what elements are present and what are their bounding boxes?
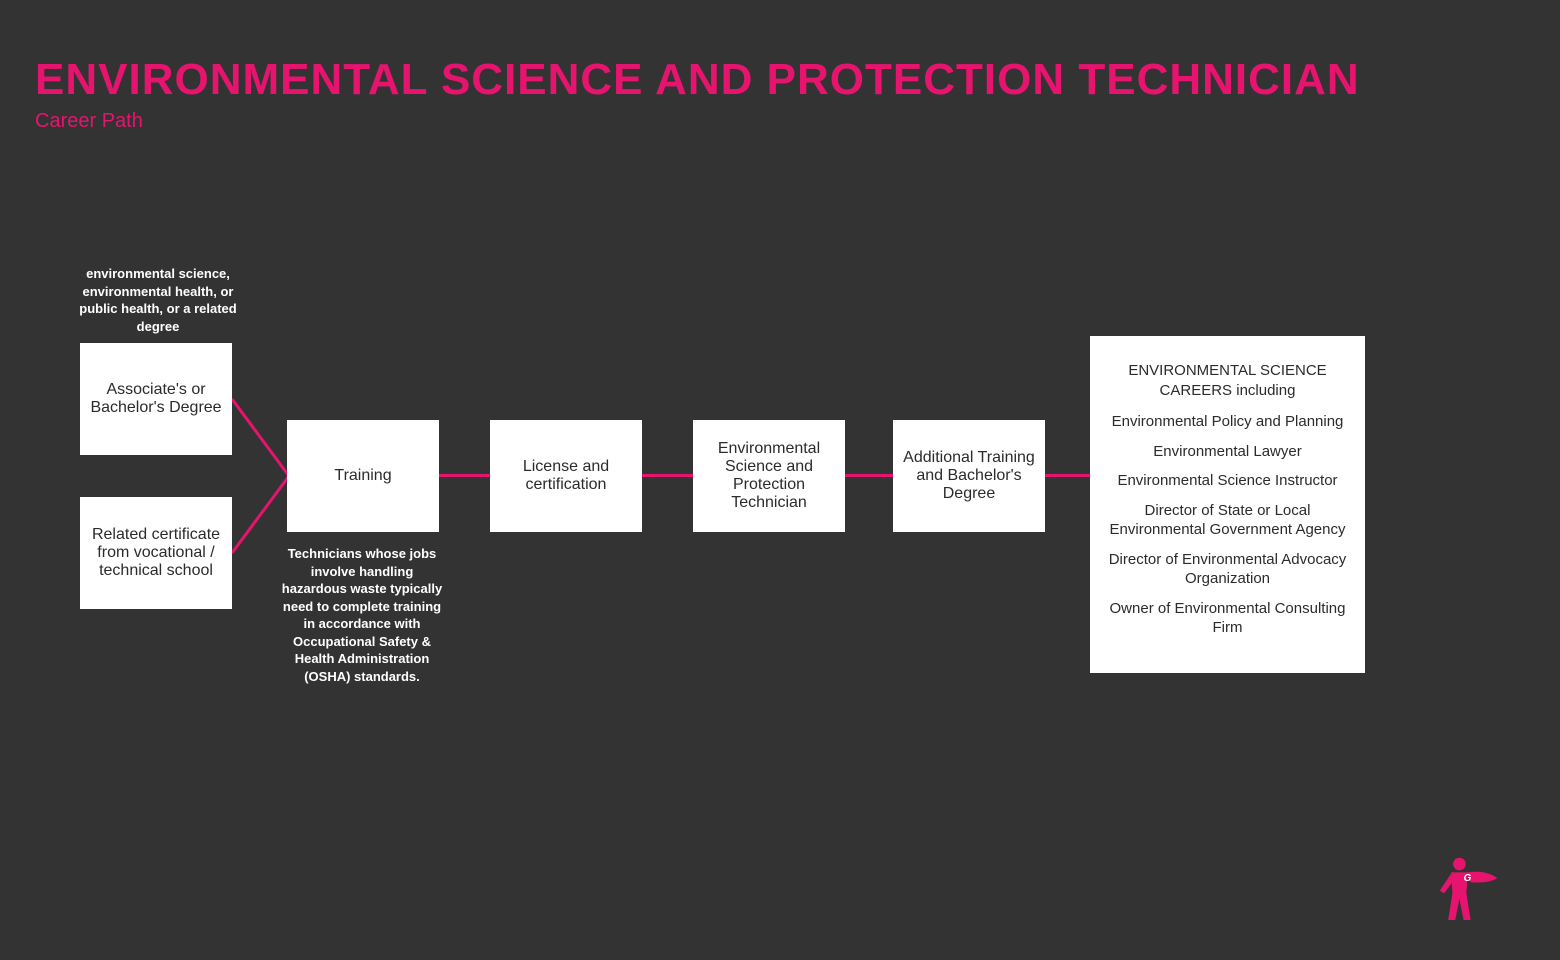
node-careers: ENVIRONMENTAL SCIENCE CAREERS including …: [1090, 336, 1365, 673]
node-degree: Associate's or Bachelor's Degree: [80, 343, 232, 455]
careers-item: Director of State or Local Environmental…: [1105, 501, 1350, 540]
node-license: License and certification: [490, 420, 642, 532]
career-path-flowchart: environmental science, environmental hea…: [0, 0, 1560, 960]
careers-item: Environmental Lawyer: [1105, 442, 1350, 462]
connector-technician-additional: [845, 474, 897, 477]
node-label: Associate's or Bachelor's Degree: [90, 381, 222, 417]
training-annotation: Technicians whose jobs involve handling …: [280, 545, 444, 685]
node-label: Additional Training and Bachelor's Degre…: [903, 449, 1035, 503]
node-label: Related certificate from vocational / te…: [90, 526, 222, 580]
node-technician: Environmental Science and Protection Tec…: [693, 420, 845, 532]
node-additional: Additional Training and Bachelor's Degre…: [893, 420, 1045, 532]
connector-additional-careers: [1045, 474, 1095, 477]
connector-license-technician: [642, 474, 697, 477]
careers-header: ENVIRONMENTAL SCIENCE CAREERS including: [1105, 361, 1350, 400]
connector-training-license: [439, 474, 494, 477]
svg-text:G: G: [1464, 873, 1472, 884]
node-label: Training: [334, 467, 391, 485]
brand-logo-icon: G: [1430, 850, 1500, 920]
node-label: License and certification: [500, 458, 632, 494]
node-label: Environmental Science and Protection Tec…: [703, 440, 835, 512]
careers-item: Environmental Science Instructor: [1105, 471, 1350, 491]
careers-item: Director of Environmental Advocacy Organ…: [1105, 550, 1350, 589]
careers-item: Environmental Policy and Planning: [1105, 412, 1350, 432]
node-training: Training: [287, 420, 439, 532]
careers-item: Owner of Environmental Consulting Firm: [1105, 599, 1350, 638]
node-certificate: Related certificate from vocational / te…: [80, 497, 232, 609]
degree-annotation: environmental science, environmental hea…: [68, 265, 248, 335]
